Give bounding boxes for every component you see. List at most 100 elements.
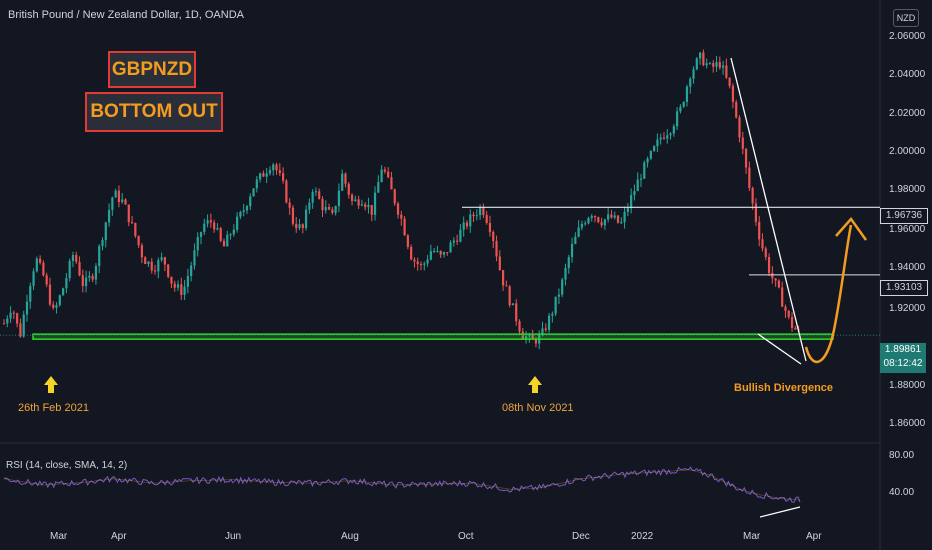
candle-body bbox=[475, 215, 478, 217]
trend-line bbox=[730, 57, 807, 362]
candle-body bbox=[255, 179, 258, 189]
candle-body bbox=[580, 224, 583, 228]
candle-body bbox=[630, 195, 633, 209]
candle-body bbox=[104, 222, 107, 241]
projection-arrow-icon bbox=[835, 216, 868, 241]
time-tick: Aug bbox=[341, 531, 359, 542]
rsi-legend: RSI (14, close, SMA, 14, 2) bbox=[6, 460, 128, 471]
candle-body bbox=[682, 101, 685, 107]
candle-body bbox=[193, 250, 196, 266]
divergence-line-price bbox=[757, 333, 802, 365]
candle-body bbox=[672, 126, 675, 134]
candle-body bbox=[19, 323, 22, 337]
candle-body bbox=[153, 270, 157, 272]
candle-body bbox=[498, 256, 501, 271]
candle-body bbox=[436, 250, 439, 252]
candle-body bbox=[84, 277, 88, 287]
candle-body bbox=[147, 261, 150, 265]
candle-body bbox=[636, 179, 639, 192]
rsi-tick: 80.00 bbox=[889, 450, 915, 461]
candle-body bbox=[728, 77, 731, 86]
candle-body bbox=[275, 164, 278, 171]
candle-body bbox=[505, 285, 508, 287]
candle-body bbox=[45, 275, 48, 285]
candle-body bbox=[337, 190, 341, 207]
candle-body bbox=[262, 173, 265, 177]
candle-body bbox=[610, 214, 613, 218]
candle-body bbox=[370, 204, 373, 215]
divergence-line-rsi bbox=[759, 506, 801, 518]
candle-body bbox=[626, 208, 629, 212]
candle-body bbox=[387, 171, 390, 178]
candle-body bbox=[429, 251, 432, 260]
candle-body bbox=[705, 63, 708, 66]
candle-body bbox=[239, 212, 242, 217]
candle-body bbox=[544, 328, 547, 330]
candle-body bbox=[160, 257, 163, 261]
candle-body bbox=[219, 228, 222, 241]
candle-body bbox=[196, 236, 199, 251]
candle-body bbox=[81, 275, 84, 287]
candle-body bbox=[327, 207, 331, 210]
candle-body bbox=[784, 306, 787, 311]
candle-body bbox=[551, 313, 554, 316]
candle-body bbox=[314, 191, 318, 193]
candle-body bbox=[98, 246, 101, 267]
candle-body bbox=[58, 295, 61, 306]
time-tick: Mar bbox=[743, 531, 761, 542]
time-tick: 2022 bbox=[631, 531, 654, 542]
candle-body bbox=[216, 228, 219, 230]
candle-body bbox=[511, 303, 515, 306]
arrow-up-icon bbox=[44, 376, 58, 393]
candle-body bbox=[758, 221, 761, 240]
candle-body bbox=[35, 258, 38, 272]
candle-body bbox=[301, 224, 304, 229]
candle-body bbox=[781, 287, 784, 307]
rsi-series bbox=[3, 466, 801, 518]
candle-body bbox=[774, 278, 777, 281]
candle-body bbox=[547, 315, 551, 330]
candle-body bbox=[646, 158, 649, 163]
currency-button[interactable]: NZD bbox=[893, 9, 919, 27]
candle-body bbox=[708, 63, 712, 65]
candle-body bbox=[137, 235, 140, 246]
candle-body bbox=[42, 262, 45, 276]
candle-body bbox=[731, 85, 735, 102]
candle-body bbox=[613, 215, 616, 218]
candle-body bbox=[91, 275, 94, 280]
candle-body bbox=[144, 257, 147, 265]
candle-body bbox=[318, 191, 321, 199]
candle-body bbox=[485, 215, 488, 224]
candle-body bbox=[593, 216, 597, 218]
candle-body bbox=[390, 177, 393, 190]
candle-body bbox=[492, 231, 495, 242]
candle-body bbox=[396, 203, 400, 215]
candle-body bbox=[715, 62, 718, 67]
candle-body bbox=[524, 336, 528, 339]
candle-body bbox=[616, 215, 620, 223]
candle-body bbox=[140, 245, 144, 258]
candle-body bbox=[377, 182, 380, 193]
candle-body bbox=[735, 101, 738, 118]
candle-body bbox=[167, 264, 170, 277]
candle-body bbox=[380, 169, 383, 183]
price-tick: 1.86000 bbox=[889, 418, 926, 429]
candle-body bbox=[531, 335, 534, 340]
candle-body bbox=[403, 218, 406, 236]
candle-body bbox=[75, 255, 78, 262]
candle-body bbox=[653, 146, 656, 151]
candle-body bbox=[695, 58, 698, 70]
candle-body bbox=[554, 296, 557, 314]
candle-body bbox=[656, 139, 659, 147]
candle-body bbox=[114, 190, 117, 198]
candle-body bbox=[321, 198, 324, 211]
last-price-label: 1.89861 08:12:42 bbox=[880, 343, 926, 373]
candle-body bbox=[127, 204, 130, 223]
candle-body bbox=[341, 173, 344, 191]
candle-body bbox=[88, 275, 91, 278]
price-tick: 1.92000 bbox=[889, 303, 926, 314]
time-tick: Apr bbox=[806, 531, 822, 542]
candle-body bbox=[777, 280, 781, 288]
rsi-line bbox=[3, 466, 801, 503]
